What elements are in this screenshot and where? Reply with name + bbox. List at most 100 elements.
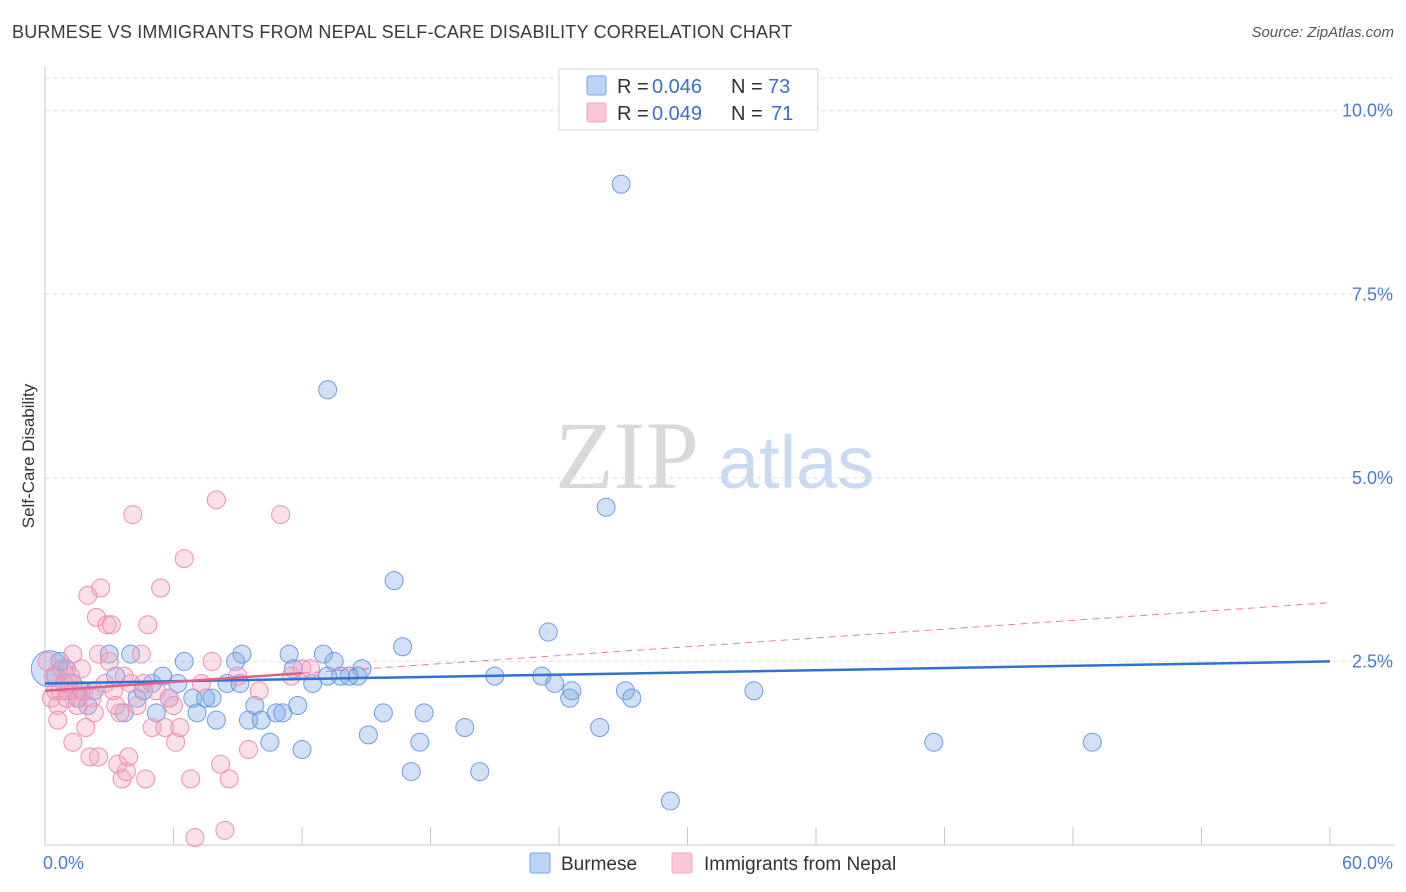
bottom-legend-label-burmese: Burmese bbox=[561, 854, 637, 875]
nepal-point bbox=[82, 688, 102, 708]
burmese-point bbox=[401, 762, 421, 782]
burmese-point bbox=[410, 732, 430, 752]
bottom-legend-swatch-burmese bbox=[529, 852, 551, 874]
legend-r-label-1: R = bbox=[617, 76, 649, 98]
burmese-point bbox=[744, 681, 764, 701]
nepal-point bbox=[170, 718, 190, 738]
burmese-point bbox=[538, 622, 558, 642]
correlation-legend: R = 0.046 N = 73 R = 0.049 N = 71 bbox=[558, 68, 819, 131]
nepal-point bbox=[211, 754, 231, 774]
nepal-point bbox=[151, 578, 171, 598]
nepal-point bbox=[123, 505, 143, 525]
nepal-point bbox=[271, 505, 291, 525]
burmese-point bbox=[924, 732, 944, 752]
nepal-points bbox=[37, 490, 321, 848]
series-legend: Burmese Immigrants from Nepal bbox=[529, 852, 896, 875]
bottom-legend-label-nepal: Immigrants from Nepal bbox=[704, 854, 896, 875]
burmese-point bbox=[202, 688, 222, 708]
nepal-point bbox=[238, 740, 258, 760]
nepal-trend-line-solid bbox=[44, 671, 303, 693]
y-tick-label: 7.5% bbox=[1352, 284, 1393, 304]
burmese-point bbox=[174, 651, 194, 671]
burmese-point bbox=[560, 688, 580, 708]
gridlines: 2.5% 5.0% 7.5% 10.0% bbox=[45, 77, 1395, 671]
y-tick-label: 10.0% bbox=[1342, 101, 1393, 121]
nepal-point bbox=[202, 651, 222, 671]
burmese-point bbox=[146, 703, 166, 723]
burmese-point bbox=[470, 762, 490, 782]
legend-r-value-2: 0.049 bbox=[652, 103, 702, 125]
burmese-point bbox=[279, 644, 299, 664]
nepal-point bbox=[166, 732, 186, 752]
nepal-point bbox=[110, 703, 130, 723]
nepal-point bbox=[61, 666, 81, 686]
burmese-point bbox=[562, 681, 582, 701]
burmese-trend-line bbox=[44, 660, 1331, 685]
burmese-point bbox=[393, 637, 413, 657]
nepal-point bbox=[301, 659, 321, 679]
burmese-point bbox=[30, 650, 68, 688]
chart-title: BURMESE VS IMMIGRANTS FROM NEPAL SELF-CA… bbox=[12, 22, 793, 42]
burmese-point bbox=[596, 497, 616, 517]
nepal-point bbox=[127, 695, 147, 715]
burmese-point bbox=[206, 710, 226, 730]
source-credit: Source: ZipAtlas.com bbox=[1251, 24, 1394, 41]
x-tick-label-min: 0.0% bbox=[43, 853, 84, 873]
watermark-atlas: atlas bbox=[718, 421, 874, 504]
burmese-point bbox=[615, 681, 635, 701]
nepal-point bbox=[136, 769, 156, 789]
nepal-point bbox=[48, 710, 68, 730]
nepal-point bbox=[164, 695, 183, 715]
nepal-point bbox=[131, 644, 151, 664]
burmese-point bbox=[455, 718, 475, 738]
y-axis-label: Self-Care Disability bbox=[19, 383, 38, 528]
axes bbox=[44, 66, 1395, 846]
x-tick-label-max: 60.0% bbox=[1342, 853, 1393, 873]
bottom-legend-swatch-nepal bbox=[671, 852, 693, 874]
nepal-point bbox=[181, 769, 201, 789]
burmese-point bbox=[313, 644, 333, 664]
nepal-point bbox=[191, 673, 211, 693]
nepal-point bbox=[89, 747, 109, 767]
nepal-point bbox=[101, 615, 121, 635]
nepal-point bbox=[206, 490, 226, 510]
nepal-point bbox=[219, 769, 239, 789]
burmese-point bbox=[187, 703, 207, 723]
burmese-point bbox=[660, 791, 680, 811]
nepal-point bbox=[249, 681, 269, 701]
legend-n-value-1: 73 bbox=[768, 76, 790, 98]
nepal-point bbox=[138, 615, 158, 635]
burmese-point bbox=[1082, 732, 1102, 752]
nepal-point bbox=[84, 703, 104, 723]
burmese-point bbox=[260, 732, 280, 752]
trend-lines bbox=[44, 602, 1331, 693]
burmese-point bbox=[373, 703, 393, 723]
nepal-point bbox=[99, 651, 119, 671]
burmese-point bbox=[318, 380, 338, 400]
burmese-point bbox=[292, 740, 312, 760]
nepal-point bbox=[71, 659, 91, 679]
burmese-point bbox=[384, 571, 404, 591]
legend-r-label-2: R = bbox=[617, 103, 649, 125]
y-tick-label: 5.0% bbox=[1352, 468, 1393, 488]
nepal-point bbox=[76, 718, 96, 738]
burmese-point bbox=[622, 688, 642, 708]
legend-r-value-1: 0.046 bbox=[652, 76, 702, 98]
burmese-point bbox=[414, 703, 434, 723]
y-tick-label: 2.5% bbox=[1352, 651, 1393, 671]
nepal-trend-line-dashed bbox=[301, 602, 1331, 674]
nepal-point bbox=[215, 820, 235, 840]
nepal-point bbox=[174, 549, 194, 569]
nepal-point bbox=[97, 615, 117, 635]
burmese-point bbox=[590, 718, 610, 738]
legend-n-label-2: N = bbox=[731, 103, 763, 125]
burmese-point bbox=[358, 725, 378, 745]
burmese-point bbox=[232, 644, 252, 664]
burmese-point bbox=[99, 644, 119, 664]
nepal-point bbox=[116, 762, 136, 782]
burmese-point bbox=[226, 651, 246, 671]
nepal-point bbox=[155, 718, 175, 738]
nepal-point bbox=[89, 644, 109, 664]
legend-swatch-burmese bbox=[586, 75, 607, 96]
